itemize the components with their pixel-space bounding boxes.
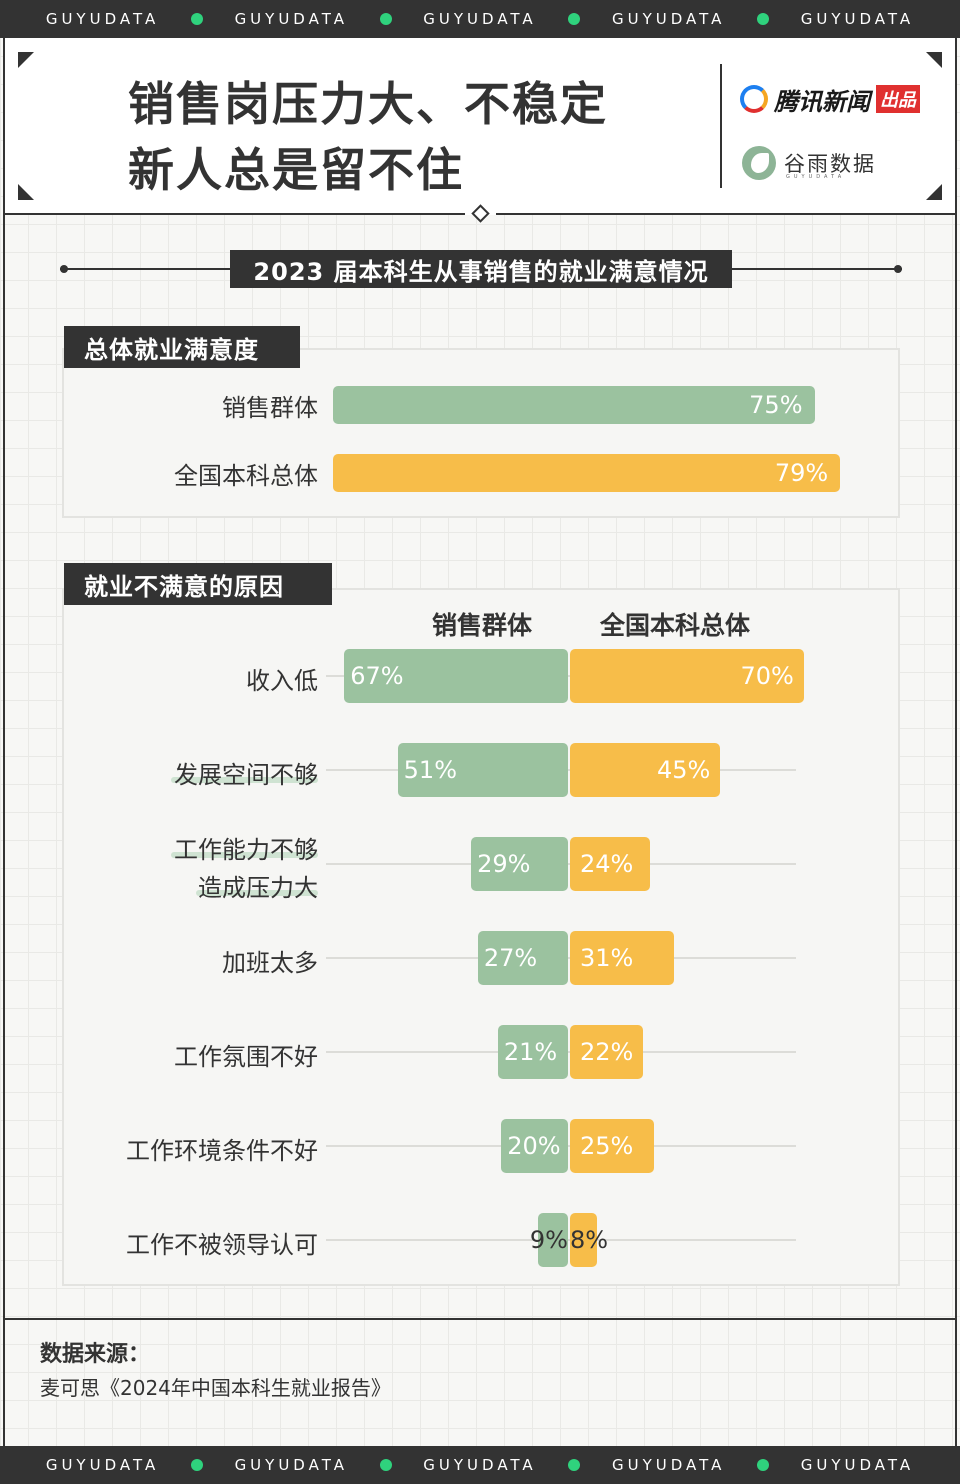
column-head-sales: 销售群体 xyxy=(432,611,533,640)
brand-dot xyxy=(379,1459,392,1471)
page-title-line2: 新人总是留不住 xyxy=(128,143,464,197)
bar-category-label: 销售群体 xyxy=(222,394,318,422)
bar-category-label: 工作环境条件不好 xyxy=(126,1137,318,1165)
guyu-data-name: 谷雨数据 xyxy=(784,152,876,176)
main-title-bar: 2023 届本科生从事销售的就业满意情况 xyxy=(60,250,902,290)
bar-value-label: 67% xyxy=(350,662,404,690)
bar-value-label: 29% xyxy=(477,850,531,878)
rule-dot xyxy=(60,265,68,273)
guyu-data-sub: GUYUDATA xyxy=(786,174,846,180)
footer-rule xyxy=(3,1318,957,1320)
brand-text: GUYUDATA xyxy=(45,1456,160,1474)
bar-category-label: 全国本科总体 xyxy=(174,462,318,490)
bar-value-label: 20% xyxy=(507,1132,561,1160)
bar-category-label: 造成压力大 xyxy=(198,874,318,902)
overall-satisfaction-panel xyxy=(62,348,900,518)
bar-category-label: 工作能力不够 xyxy=(174,836,318,864)
sales-bar: 20% xyxy=(501,1119,568,1173)
guyu-data-logo: 谷雨数据 GUYUDATA xyxy=(742,146,876,180)
corner-mark xyxy=(18,52,34,68)
corner-mark xyxy=(926,184,942,200)
source-text: 麦可思《2024年中国本科生就业报告》 xyxy=(40,1376,391,1400)
bar-value-label: 27% xyxy=(483,944,538,972)
brand-text: GUYUDATA xyxy=(234,1456,348,1474)
brand-dot xyxy=(568,13,581,25)
corner-marks xyxy=(18,52,942,200)
corner-mark xyxy=(18,184,34,200)
brand-text: GUYUDATA xyxy=(45,10,160,28)
national-bar: 22% xyxy=(570,1025,644,1079)
page-title-line1: 销售岗压力大、不稳定 xyxy=(128,77,608,131)
sales-bar: 27% xyxy=(477,931,568,985)
bar-value-label: 25% xyxy=(580,1132,634,1160)
tencent-news-icon xyxy=(740,85,768,113)
rule-dot xyxy=(894,265,902,273)
brand-text: GUYUDATA xyxy=(800,10,915,28)
national-bar: 25% xyxy=(570,1119,654,1173)
column-head-national: 全国本科总体 xyxy=(600,611,751,640)
bar-category-label: 工作氛围不好 xyxy=(174,1043,318,1071)
bar-value-label: 70% xyxy=(740,662,794,690)
bar-value-label: 9% xyxy=(529,1226,568,1254)
source-title: 数据来源： xyxy=(40,1342,151,1367)
bar-category-label: 收入低 xyxy=(246,667,318,695)
bar-category-label: 加班太多 xyxy=(222,949,318,977)
brand-dot xyxy=(379,13,392,25)
brand-dot xyxy=(568,1459,581,1471)
header-rule xyxy=(3,213,465,215)
guyu-bird-icon xyxy=(742,146,776,180)
brand-dot xyxy=(190,13,203,25)
bar-value-label: 75% xyxy=(749,391,803,419)
sales-bar: 9% xyxy=(530,1213,568,1267)
dissatisfaction-label: 就业不满意的原因 xyxy=(64,563,332,605)
brand-text: GUYUDATA xyxy=(234,10,348,28)
national-bar: 31% xyxy=(570,931,674,985)
tencent-news-name: 腾讯新闻 xyxy=(774,87,870,116)
bar-value-label: 79% xyxy=(774,459,829,487)
category-highlight xyxy=(195,890,318,896)
brand-text: GUYUDATA xyxy=(423,10,537,28)
national-bar: 70% xyxy=(570,649,804,703)
sales-bar: 21% xyxy=(497,1025,568,1079)
overall-satisfaction-label: 总体就业满意度 xyxy=(64,326,300,368)
category-highlight xyxy=(171,852,318,858)
header-divider xyxy=(720,64,722,188)
bar-value-label: 8% xyxy=(570,1226,609,1254)
bar-value-label: 24% xyxy=(580,850,634,878)
overall-bar: 79% xyxy=(333,454,841,492)
sales-bar: 67% xyxy=(344,649,568,703)
page-frame xyxy=(3,38,957,1446)
header-rule xyxy=(496,213,957,215)
brand-text: GUYUDATA xyxy=(612,10,726,28)
brand-text: GUYUDATA xyxy=(612,1456,726,1474)
sales-bar: 29% xyxy=(471,837,568,891)
category-highlight xyxy=(171,777,318,783)
overall-bar: 75% xyxy=(333,386,815,424)
sales-bar: 51% xyxy=(397,743,568,797)
bar-value-label: 45% xyxy=(656,756,711,784)
brand-strip-top: GUYUDATA GUYUDATA GUYUDATA GUYUDATA GUYU… xyxy=(0,0,960,38)
brand-text: GUYUDATA xyxy=(423,1456,537,1474)
chart-main-title: 2023 届本科生从事销售的就业满意情况 xyxy=(230,250,732,288)
bar-value-label: 21% xyxy=(503,1038,558,1066)
bar-value-label: 31% xyxy=(580,944,634,972)
national-bar: 24% xyxy=(570,837,651,891)
header xyxy=(5,38,955,215)
national-bar: 8% xyxy=(570,1213,608,1267)
bar-category-label: 发展空间不够 xyxy=(174,761,318,789)
brand-dot xyxy=(190,1459,203,1471)
tencent-news-logo: 腾讯新闻 出品 xyxy=(740,82,920,116)
brand-dot xyxy=(757,1459,770,1471)
bar-value-label: 51% xyxy=(403,756,457,784)
bar-category-label: 工作不被领导认可 xyxy=(126,1231,318,1259)
corner-mark xyxy=(926,52,942,68)
brand-text: GUYUDATA xyxy=(800,1456,915,1474)
brand-strip-bottom: GUYUDATA GUYUDATA GUYUDATA GUYUDATA GUYU… xyxy=(0,1446,960,1484)
tencent-news-tag: 出品 xyxy=(876,85,920,113)
brand-dot xyxy=(757,13,770,25)
national-bar: 45% xyxy=(570,743,721,797)
bar-value-label: 22% xyxy=(580,1038,634,1066)
